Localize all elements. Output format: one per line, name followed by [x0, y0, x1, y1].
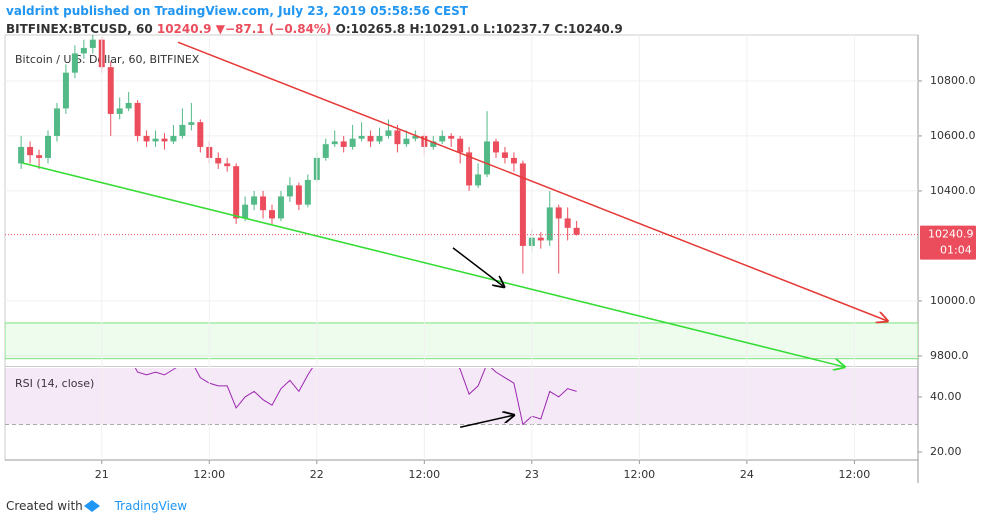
candle-body: [224, 163, 231, 167]
candle-body: [546, 207, 553, 241]
candle-body: [251, 196, 258, 205]
candle-body: [269, 210, 276, 219]
candle-body: [457, 138, 464, 153]
last-price-label: 10240.9: [928, 228, 974, 241]
trendline: [21, 162, 845, 367]
candle-body: [510, 157, 517, 164]
candle-body: [376, 135, 383, 142]
candle-body: [143, 135, 150, 142]
rsi-band: [5, 368, 918, 425]
candle-body: [197, 122, 204, 147]
last-price-box: [920, 225, 976, 260]
candle-body: [385, 130, 392, 136]
candle-body: [448, 135, 455, 139]
candle-body: [233, 166, 240, 219]
x-tick-label: 12:00: [193, 468, 225, 481]
candle-body: [62, 72, 69, 109]
candle-body: [188, 122, 195, 125]
candle-body: [45, 135, 52, 158]
y-tick-label: 10800.0: [930, 74, 976, 87]
candle-body: [475, 174, 482, 186]
rsi-tick-label: 40.00: [930, 390, 962, 403]
candle-body: [89, 39, 96, 48]
candle-body: [71, 53, 78, 73]
candle-body: [116, 108, 123, 114]
x-tick-label: 23: [525, 468, 539, 481]
x-tick-label: 12:00: [408, 468, 440, 481]
y-tick-label: 10400.0: [930, 184, 976, 197]
y-tick-label: 9800.0: [930, 349, 969, 362]
candle-body: [152, 138, 159, 142]
price-pane: [5, 35, 918, 360]
candle-body: [331, 141, 338, 145]
y-tick-label: 10000.0: [930, 294, 976, 307]
candle-body: [80, 47, 87, 54]
candle-body: [439, 135, 446, 142]
logo: [84, 500, 100, 512]
candle-body: [573, 227, 580, 235]
candle-body: [403, 138, 410, 145]
trendline: [452, 247, 504, 287]
candle-body: [53, 108, 60, 136]
x-tick-label: 12:00: [623, 468, 655, 481]
y-tick-label: 10600.0: [930, 129, 976, 142]
candle-body: [430, 141, 437, 147]
candle-body: [304, 179, 311, 205]
candle-body: [412, 135, 419, 139]
x-tick-label: 21: [95, 468, 109, 481]
candle-body: [358, 135, 365, 139]
rsi-pane: [5, 368, 918, 426]
candle-body: [125, 102, 132, 109]
trendline: [177, 41, 888, 321]
candle-body: [484, 141, 491, 175]
candle-body: [260, 196, 267, 211]
candle-body: [134, 102, 141, 136]
candle-body: [36, 155, 43, 158]
candle-body: [367, 135, 374, 142]
candle-body: [564, 218, 571, 228]
rsi-tick-label: 20.00: [930, 445, 962, 458]
candle-body: [519, 163, 526, 246]
footer: Created with TradingView: [6, 499, 187, 513]
candle-body: [161, 138, 168, 142]
candle-body: [340, 141, 347, 147]
rsi-legend: RSI (14, close): [15, 377, 94, 390]
x-tick-label: 24: [740, 468, 754, 481]
candle-body: [295, 185, 302, 205]
candle-body: [107, 67, 114, 114]
candle-body: [170, 135, 177, 142]
published: valdrint published on TradingView.com, J…: [6, 4, 469, 18]
candle-body: [466, 152, 473, 186]
candle-body: [394, 130, 401, 145]
candle-body: [277, 196, 284, 219]
candle-body: [179, 124, 186, 136]
symbol-line: BITFINEX:BTCUSD, 60 10240.9 ▼−87.1 (−0.8…: [6, 22, 623, 36]
countdown: 01:04: [940, 244, 972, 257]
legend: Bitcoin / U.S. Dollar, 60, BITFINEX: [15, 53, 200, 66]
candle-body: [242, 204, 249, 219]
candle-body: [215, 157, 222, 164]
x-tick-label: 22: [310, 468, 324, 481]
candle-body: [322, 144, 329, 158]
rsi-arrow: [459, 415, 514, 428]
candle-body: [537, 237, 544, 241]
candle-body: [286, 185, 293, 197]
candle-body: [555, 207, 562, 219]
zone: [5, 322, 918, 360]
candle-body: [27, 146, 34, 156]
candle-body: [492, 141, 499, 153]
candle-body: [501, 152, 508, 158]
candle-body: [349, 138, 356, 147]
x-tick-label: 12:00: [839, 468, 871, 481]
rsi-line: [134, 368, 577, 426]
candle-body: [18, 146, 25, 164]
